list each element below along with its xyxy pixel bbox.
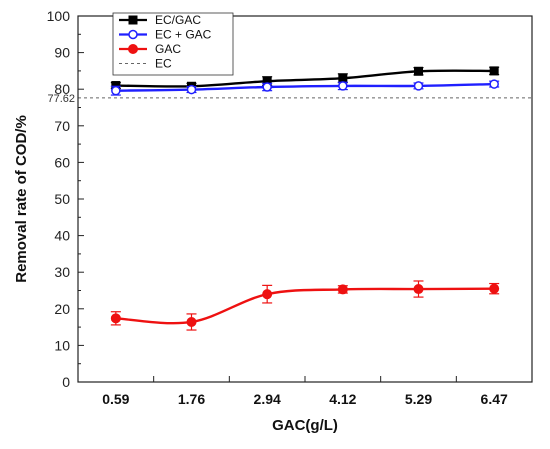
legend-label: EC: [155, 57, 172, 71]
data-point: [111, 85, 121, 96]
y-axis-title: Removal rate of COD/%: [13, 115, 30, 283]
x-tick-label: 2.94: [254, 391, 281, 407]
data-point: [489, 283, 500, 294]
legend-entry: EC: [119, 57, 172, 71]
data-point: [262, 289, 273, 300]
series-line: [115, 69, 495, 88]
series-line: [115, 82, 495, 92]
y-tick-label: 100: [47, 8, 71, 24]
series-gac: [110, 280, 500, 331]
data-point: [186, 84, 197, 95]
legend-label: GAC: [155, 42, 181, 56]
y-tick-label: 30: [54, 264, 70, 280]
data-point: [337, 284, 348, 295]
legend-entry: EC + GAC: [119, 28, 212, 42]
legend-marker: [128, 44, 138, 54]
legend-entry: GAC: [119, 42, 181, 56]
legend-marker: [128, 15, 138, 25]
series-ec-gac: [110, 79, 500, 96]
y-tick-label: 60: [54, 154, 70, 170]
y-tick-label: 70: [54, 118, 70, 134]
series-line: [115, 287, 495, 325]
y-tick-label: 90: [54, 45, 70, 61]
y-axis: 0 10 20 30 40 50 60 70 80 90 100: [47, 8, 84, 390]
x-tick-label: 5.29: [405, 391, 432, 407]
data-point: [489, 79, 499, 89]
data-point: [489, 66, 499, 76]
y-tick-label: 40: [54, 228, 70, 244]
y-tick-label: 50: [54, 191, 70, 207]
legend-entry: EC/GAC: [119, 13, 201, 27]
legend-marker: [128, 29, 138, 40]
x-tick-label: 4.12: [329, 391, 356, 407]
x-tick-label: 1.76: [178, 391, 205, 407]
y-tick-label: 20: [54, 301, 70, 317]
x-tick-label: 6.47: [481, 391, 508, 407]
data-point: [414, 66, 423, 76]
x-tick-label: 0.59: [102, 391, 129, 407]
reference-line-label: 77.62: [47, 93, 75, 105]
data-point: [338, 73, 348, 83]
data-point: [413, 81, 424, 91]
y-tick-label: 80: [54, 81, 70, 97]
data-point: [413, 284, 424, 295]
data-point: [186, 316, 197, 327]
x-axis-title: GAC(g/L): [272, 417, 338, 434]
y-tick-label: 10: [54, 337, 70, 353]
legend-label: EC + GAC: [155, 28, 212, 42]
plot-content: 77.62: [47, 66, 532, 331]
x-axis: 0.59 1.76 2.94 4.12 5.29 6.47: [77, 376, 533, 407]
legend-label: EC/GAC: [155, 13, 201, 27]
data-point: [338, 81, 348, 91]
data-point: [262, 82, 272, 92]
y-tick-label: 0: [62, 374, 70, 390]
data-point: [110, 313, 121, 324]
